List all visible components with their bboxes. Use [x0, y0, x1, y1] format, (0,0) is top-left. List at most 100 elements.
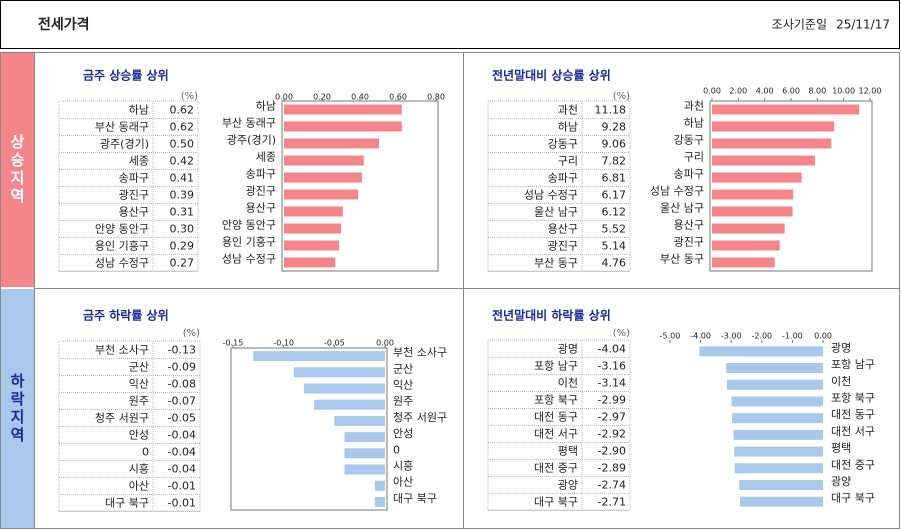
date: 25/11/17	[836, 18, 890, 32]
category-label: 성남 수정구	[222, 253, 276, 266]
table-value: 4.76	[602, 257, 627, 270]
page-title: 전세가격	[38, 16, 90, 33]
table-value: 9.06	[602, 138, 627, 151]
bar	[726, 363, 823, 374]
category-label: 세종	[256, 151, 276, 164]
table-value: -2.71	[598, 496, 626, 509]
table-name: 아산	[129, 480, 149, 493]
bar	[344, 432, 385, 443]
table-value: -2.99	[598, 394, 626, 407]
bar	[284, 104, 402, 115]
table-value: -3.14	[598, 377, 626, 390]
table-name: 원주	[129, 395, 149, 408]
category-label: 원주	[393, 395, 413, 408]
bar	[734, 446, 823, 457]
category-label: 하남	[684, 116, 704, 130]
category-label: 광주(경기)	[227, 134, 276, 147]
table-value: -0.04	[168, 429, 196, 442]
bar	[712, 240, 780, 251]
table-value: 0.41	[170, 172, 195, 185]
table-name: 대구 북구	[534, 496, 578, 509]
category-label: 대전 동구	[831, 408, 875, 421]
table-name: 하남	[558, 120, 578, 134]
category-label: 0	[393, 443, 400, 456]
category-label: 안양 동안구	[222, 219, 276, 232]
table-name: 광양	[558, 479, 578, 492]
x-tick-label: -3.00	[721, 332, 742, 341]
category-label: 대전 중구	[831, 458, 875, 471]
table-name: 포항 북구	[534, 394, 578, 407]
bar	[733, 429, 823, 440]
x-tick-label: 0.60	[389, 93, 407, 102]
table-value: -2.92	[598, 428, 626, 441]
table-name: 이천	[558, 376, 578, 390]
bar	[374, 480, 385, 491]
category-label: 대구 북구	[393, 492, 437, 505]
panel-title: 전년말대비 상승률 상위	[492, 68, 611, 83]
table-value: 6.17	[602, 189, 627, 202]
table-name: 군산	[129, 361, 149, 374]
table-value: 0.29	[170, 240, 195, 253]
plot-frame	[230, 347, 388, 511]
bar	[712, 121, 835, 132]
table-frame	[487, 339, 631, 511]
category-label: 송파구	[674, 168, 704, 181]
category-label: 용인 기흥구	[222, 235, 276, 249]
body-frame	[0, 52, 900, 529]
table-name: 청주 서원구	[95, 412, 149, 425]
category-label: 과천	[684, 99, 704, 113]
bar	[374, 496, 385, 507]
table-name: 과천	[558, 103, 578, 117]
category-label: 포항 북구	[831, 391, 875, 404]
table-value: -2.90	[598, 445, 626, 458]
category-label: 평택	[831, 442, 851, 455]
table-value: 5.52	[602, 223, 627, 236]
table-name: 0	[142, 446, 149, 459]
bar	[712, 138, 832, 149]
category-label: 아산	[393, 476, 413, 489]
bar	[734, 463, 823, 474]
table-value: 5.14	[602, 240, 627, 253]
bar	[334, 415, 385, 426]
x-tick-label: -0.10	[273, 339, 294, 348]
table-name: 세종	[129, 155, 149, 168]
table-name: 광진구	[119, 189, 149, 202]
category-label: 부천 소사구	[393, 345, 447, 359]
bar	[303, 383, 385, 394]
bar	[740, 496, 823, 507]
header-box	[0, 0, 900, 49]
table-name: 시흥	[129, 462, 149, 476]
table-frame	[487, 100, 631, 272]
x-tick-label: -5.00	[660, 332, 681, 341]
category-label: 강동구	[674, 134, 704, 147]
unit-label: (%)	[181, 91, 198, 102]
table-name: 송파구	[548, 172, 578, 185]
bar	[739, 479, 823, 490]
table-value: 0.27	[170, 257, 195, 270]
category-label: 용산구	[674, 219, 704, 232]
table-value: 0.30	[170, 223, 195, 236]
x-tick-label: 0.20	[313, 93, 331, 102]
table-name: 울산 남구	[534, 206, 578, 219]
x-tick-label: 12.00	[859, 87, 882, 96]
table-name: 부산 동래구	[95, 121, 149, 134]
table-name: 대전 서구	[534, 428, 578, 441]
bar	[712, 206, 793, 217]
x-tick-label: 2.00	[729, 87, 747, 96]
category-label: 대전 서구	[831, 425, 875, 438]
bar	[284, 155, 364, 166]
category-label: 청주 서원구	[393, 411, 447, 424]
table-value: -0.07	[168, 395, 196, 408]
table-name: 하남	[129, 103, 149, 117]
bar	[712, 172, 802, 183]
panel-title: 금주 상승률 상위	[83, 68, 169, 83]
table-value: -0.08	[168, 378, 196, 391]
bar	[284, 121, 402, 132]
bar	[284, 223, 341, 234]
category-label: 광명	[831, 341, 851, 354]
table-value: -0.05	[168, 412, 196, 425]
table-value: 0.50	[170, 138, 195, 151]
bar	[712, 223, 785, 234]
